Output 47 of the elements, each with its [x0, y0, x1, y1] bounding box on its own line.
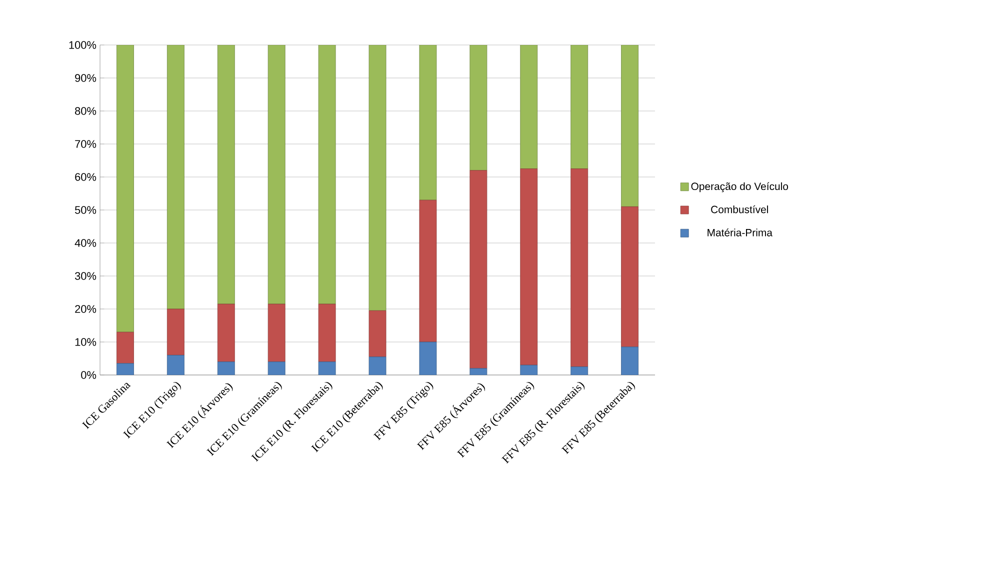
- bar: [166, 308, 184, 356]
- bar: [621, 346, 638, 375]
- bar: [419, 200, 437, 342]
- bar: [570, 168, 588, 367]
- legend-label: Matéria-Prima: [708, 228, 772, 236]
- bar: [217, 44, 235, 304]
- bar: [570, 366, 588, 375]
- bar: [470, 368, 488, 375]
- bar: [470, 170, 488, 369]
- bar: [116, 332, 134, 364]
- bar: [470, 44, 488, 171]
- bar: [520, 44, 538, 169]
- bar: [116, 363, 134, 375]
- bar: [520, 168, 538, 366]
- legend-label: Combustível: [711, 205, 768, 214]
- bar: [520, 364, 538, 375]
- bar: [368, 310, 386, 358]
- bar: [166, 44, 184, 310]
- legend-label: Operação do Veículo: [691, 182, 788, 192]
- bar: [166, 354, 184, 375]
- bar: [217, 304, 235, 362]
- bar: [621, 206, 638, 348]
- bar: [368, 44, 386, 311]
- bar: [268, 362, 286, 375]
- bar: [419, 44, 437, 200]
- bar: [318, 362, 336, 375]
- y-tick-label: 30%: [74, 272, 96, 280]
- y-tick-label: 90%: [75, 74, 96, 82]
- bar: [268, 44, 286, 304]
- bar: [116, 44, 134, 332]
- bar: [419, 342, 437, 375]
- bar: [217, 362, 235, 375]
- bar: [318, 44, 336, 304]
- bar: [268, 304, 286, 362]
- bar: [368, 356, 386, 375]
- bar: [570, 44, 588, 169]
- bar: [621, 44, 638, 207]
- y-tick-label: 40%: [74, 239, 96, 247]
- y-tick-label: 20%: [75, 305, 96, 313]
- y-tick-label: 70%: [75, 140, 96, 148]
- y-tick-label: 60%: [75, 173, 96, 181]
- y-tick-label: 50%: [74, 206, 96, 214]
- bar: [318, 304, 336, 362]
- y-tick-label: 10%: [75, 338, 96, 346]
- y-tick-label: 80%: [75, 107, 96, 115]
- y-tick-label: 0%: [81, 371, 96, 379]
- y-tick-label: 100%: [69, 41, 96, 49]
